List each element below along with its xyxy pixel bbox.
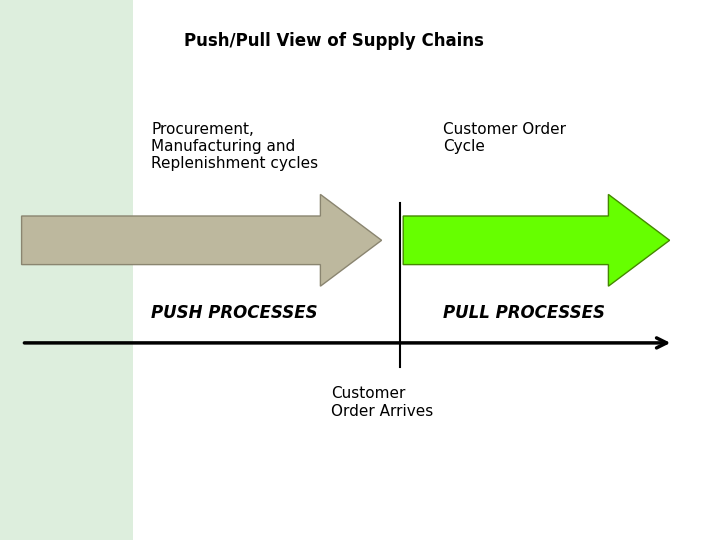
Text: Procurement,
Manufacturing and
Replenishment cycles: Procurement, Manufacturing and Replenish… xyxy=(151,122,318,171)
Polygon shape xyxy=(22,194,382,286)
Text: PULL PROCESSES: PULL PROCESSES xyxy=(443,304,605,322)
Text: Push/Pull View of Supply Chains: Push/Pull View of Supply Chains xyxy=(184,31,483,50)
Text: Customer Order
Cycle: Customer Order Cycle xyxy=(443,122,566,154)
Text: PUSH PROCESSES: PUSH PROCESSES xyxy=(151,304,318,322)
Bar xyxy=(0,0,133,540)
Polygon shape xyxy=(403,194,670,286)
Text: Customer
Order Arrives: Customer Order Arrives xyxy=(331,386,433,418)
